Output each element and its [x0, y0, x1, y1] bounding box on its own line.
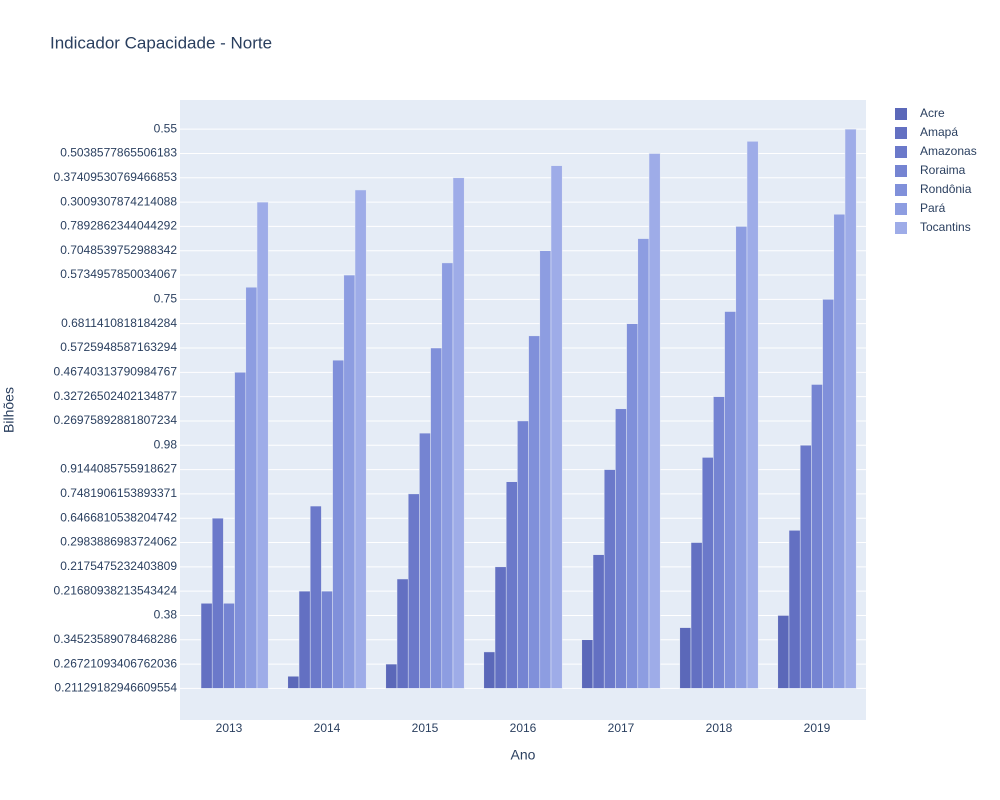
bar: [483, 651, 496, 689]
bar: [245, 286, 258, 689]
bar: [833, 214, 846, 689]
legend-swatch: [895, 108, 907, 120]
bar: [637, 238, 650, 689]
y-tick-label: 0.6811410818184284: [61, 316, 177, 330]
x-tick-label: 2015: [412, 721, 439, 735]
y-tick-label: 0.7481906153893371: [60, 486, 177, 500]
x-tick-label: 2018: [706, 721, 733, 735]
bar: [550, 165, 563, 689]
legend-swatch: [895, 184, 907, 196]
bar: [343, 274, 356, 689]
bar: [626, 323, 639, 689]
bar: [701, 457, 714, 689]
y-tick-label: 0.98: [154, 437, 178, 451]
bar: [517, 420, 529, 689]
legend-swatch: [895, 203, 907, 215]
bar: [309, 505, 322, 689]
legend-label: Acre: [920, 106, 945, 120]
x-tick-label: 2014: [314, 721, 341, 735]
bar: [822, 299, 835, 689]
legend-swatch: [895, 146, 907, 158]
bar: [505, 481, 518, 689]
legend-label: Tocantins: [920, 220, 971, 234]
bar: [777, 615, 790, 689]
bar: [407, 493, 420, 689]
y-tick-label: 0.75: [154, 292, 178, 306]
bar: [287, 675, 300, 689]
bar: [844, 128, 857, 689]
bar: [211, 517, 224, 689]
y-tick-label: 0.37409530769466853: [54, 170, 178, 184]
bar: [321, 590, 333, 689]
bar: [452, 177, 465, 689]
y-tick-label: 0.46740313790984767: [54, 364, 178, 378]
legend-label: Amapá: [920, 125, 958, 139]
y-tick-label: 0.5038577865506183: [60, 146, 177, 160]
legend-swatch: [895, 127, 907, 139]
bar: [581, 639, 594, 689]
bar: [746, 141, 759, 689]
legend-swatch: [895, 165, 907, 177]
legend-swatch: [895, 222, 907, 234]
y-tick-label: 0.55: [154, 121, 178, 135]
bar: [799, 445, 812, 689]
chart-title: Indicador Capacidade - Norte: [50, 33, 272, 52]
legend-label: Rondônia: [920, 182, 972, 196]
legend-label: Amazonas: [920, 144, 977, 158]
x-tick-label: 2016: [510, 721, 537, 735]
bar: [724, 311, 737, 689]
bar: [592, 554, 605, 689]
legend-label: Pará: [920, 201, 946, 215]
y-tick-label: 0.3009307874214088: [60, 194, 177, 208]
bar: [234, 372, 247, 689]
bar: [396, 578, 409, 689]
bar: [223, 603, 235, 689]
bar: [735, 226, 748, 689]
bar: [332, 359, 345, 689]
bar: [648, 153, 661, 689]
x-tick-label: 2013: [216, 721, 243, 735]
y-tick-label: 0.2983886983724062: [60, 535, 177, 549]
y-tick-label: 0.6466810538204742: [60, 510, 177, 524]
y-tick-label: 0.34523589078468286: [54, 632, 178, 646]
y-tick-label: 0.5734957850034067: [60, 267, 177, 281]
bar: [811, 384, 823, 689]
bar: [256, 201, 269, 689]
y-tick-label: 0.21129182946609554: [54, 681, 177, 695]
bar: [528, 335, 541, 689]
bar: [539, 250, 552, 689]
y-tick-label: 0.32726502402134877: [54, 389, 178, 403]
x-axis-title: Ano: [511, 747, 536, 763]
bar: [494, 566, 507, 689]
bar: [615, 408, 627, 689]
bar: [200, 603, 213, 689]
bar: [713, 396, 725, 689]
bar: [385, 663, 398, 689]
bar: [690, 542, 703, 689]
bar: [679, 627, 692, 689]
y-axis-title: Bilhões: [1, 387, 17, 433]
bar: [603, 469, 616, 689]
y-tick-label: 0.9144085755918627: [60, 462, 177, 476]
y-tick-label: 0.7048539752988342: [60, 243, 177, 257]
x-tick-label: 2019: [804, 721, 831, 735]
bar: [430, 347, 443, 689]
y-tick-label: 0.38: [154, 608, 178, 622]
bar: [441, 262, 454, 689]
bar: [298, 590, 311, 689]
bar: [419, 432, 431, 689]
y-tick-label: 0.7892862344044292: [60, 219, 177, 233]
y-tick-label: 0.2175475232403809: [60, 559, 177, 573]
y-tick-label: 0.21680938213543424: [54, 583, 178, 597]
legend-label: Roraima: [920, 163, 966, 177]
y-tick-label: 0.26721093406762036: [54, 656, 178, 670]
bar: [788, 530, 801, 689]
y-tick-label: 0.26975892881807234: [54, 413, 178, 427]
y-tick-label: 0.5725948587163294: [60, 340, 177, 354]
x-tick-label: 2017: [608, 721, 635, 735]
bar: [354, 189, 367, 689]
